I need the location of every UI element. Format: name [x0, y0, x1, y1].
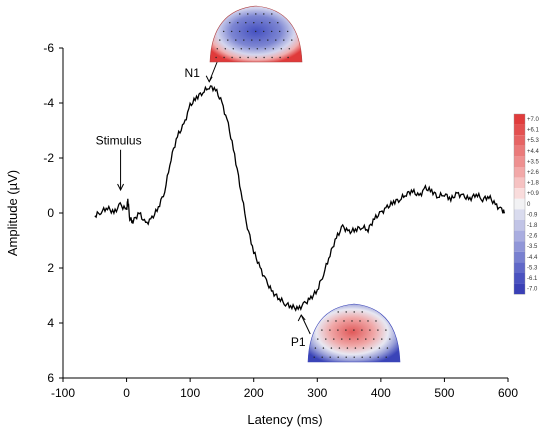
stimulus-arrowhead — [117, 183, 125, 192]
colorbar-swatch — [514, 198, 525, 210]
p1-arrowhead — [297, 314, 306, 322]
x-tick-label: 600 — [498, 386, 518, 400]
series-line — [94, 85, 506, 312]
colorbar-label: -4.4 — [527, 255, 538, 261]
n1-arrowhead — [205, 75, 213, 83]
colorbar-swatch — [514, 220, 525, 231]
y-axis-title: Amplitude (µV) — [5, 170, 20, 256]
colorbar-swatch — [514, 145, 525, 157]
colorbar-swatch — [514, 114, 525, 125]
p1-topography-map — [307, 303, 401, 363]
colorbar-label: +0.9 — [527, 191, 540, 197]
x-tick-label: 200 — [244, 386, 264, 400]
colorbar-label: -3.5 — [527, 244, 538, 250]
colorbar-swatch — [514, 251, 525, 263]
colorbar-swatch — [514, 262, 525, 273]
colorbar-label: +2.6 — [527, 170, 540, 176]
colorbar-legend: +7.0 +6.1 +5.3 +4.4 +3.5 +2.6 +1.8 +0.9 0 -0.9 -1.… — [513, 113, 540, 295]
colorbar-swatch — [514, 135, 525, 146]
y-tick-label: -6 — [43, 41, 54, 55]
x-axis-title: Latency (ms) — [247, 412, 322, 427]
x-tick-label: 300 — [307, 386, 327, 400]
x-tick-label: -100 — [51, 386, 75, 400]
x-tick-label: 400 — [371, 386, 391, 400]
colorbar-swatch — [514, 209, 525, 220]
y-tick-label: -4 — [43, 96, 54, 110]
annotation-p1: P1 — [291, 335, 306, 349]
colorbar-swatch — [514, 188, 525, 199]
x-tick-label: 500 — [434, 386, 454, 400]
x-tick-label: 0 — [123, 386, 130, 400]
n1-arrow — [208, 61, 218, 82]
colorbar-swatch — [514, 124, 525, 136]
colorbar-swatch — [514, 283, 525, 295]
colorbar-swatch — [514, 241, 525, 252]
colorbar-label: +6.1 — [527, 128, 540, 134]
y-tick-label: 2 — [47, 261, 54, 275]
colorbar-label: -5.3 — [527, 265, 538, 271]
colorbar-label: 0 — [527, 202, 531, 208]
colorbar-label: -7.0 — [527, 287, 538, 293]
colorbar-label: -2.6 — [527, 234, 538, 240]
colorbar-swatch — [514, 177, 525, 189]
colorbar-label: +5.3 — [527, 138, 540, 144]
annotation-n1: N1 — [185, 66, 201, 80]
colorbar-label: +3.5 — [527, 159, 540, 165]
colorbar-swatch — [514, 273, 525, 284]
colorbar-swatch — [514, 156, 525, 167]
p1-arrow — [300, 314, 311, 335]
colorbar-label: +1.8 — [527, 181, 540, 187]
y-tick-label: -2 — [43, 151, 54, 165]
y-tick-label: 6 — [47, 371, 54, 385]
y-tick-label: 0 — [47, 206, 54, 220]
annotation-stimulus: Stimulus — [96, 133, 142, 147]
colorbar-swatch — [514, 167, 525, 178]
colorbar-label: +7.0 — [527, 117, 540, 123]
y-tick-label: 4 — [47, 316, 54, 330]
colorbar-label: +4.4 — [527, 149, 540, 155]
colorbar-label: -1.8 — [527, 223, 538, 229]
colorbar-swatch — [514, 230, 525, 242]
x-tick-label: 100 — [180, 386, 200, 400]
colorbar-label: -0.9 — [527, 212, 538, 218]
colorbar-label: -6.1 — [527, 276, 538, 282]
n1-topography-map — [209, 5, 303, 63]
